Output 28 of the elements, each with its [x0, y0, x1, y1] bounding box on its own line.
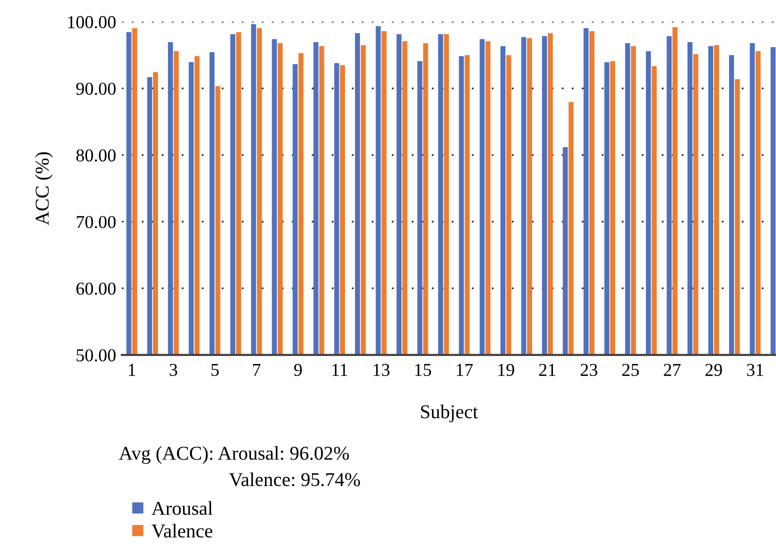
- y-tick-label: 60.00: [76, 282, 116, 295]
- text: Avg (ACC): Arousal: 96.02%: [118, 446, 349, 464]
- x-tick-label: 11: [332, 364, 348, 376]
- x-tick-label: 19: [498, 364, 514, 376]
- x-tick-label: 3: [170, 364, 178, 376]
- x-tick-label: 5: [211, 364, 219, 376]
- x-tick-label: 13: [374, 364, 390, 376]
- x-tick-label: 25: [622, 364, 639, 376]
- x-tick-label: 7: [253, 364, 260, 376]
- x-tick-label: 17: [456, 364, 473, 376]
- x-tick-label: 21: [539, 364, 556, 376]
- x-tick-label: 27: [664, 364, 681, 376]
- x-tick-label: 15: [415, 364, 432, 376]
- x-tick-label: 29: [705, 364, 722, 376]
- x-axis-title: Subject: [421, 404, 478, 422]
- y-axis-title: ACC (%): [35, 152, 53, 226]
- y-tick-label: 100.00: [68, 16, 116, 28]
- text: Valence: 95.74%: [229, 472, 360, 486]
- x-tick-label: 23: [580, 364, 598, 376]
- legend-label: Valence: [152, 524, 212, 538]
- legend-label: Arousal: [152, 501, 213, 515]
- y-tick-label: 50.00: [76, 349, 116, 362]
- x-tick-label: 9: [294, 364, 302, 376]
- x-tick-label: 31: [747, 364, 764, 376]
- y-tick-label: 90.00: [76, 82, 116, 95]
- x-tick-label: 1: [128, 364, 136, 376]
- y-tick-label: 80.00: [76, 149, 116, 162]
- y-tick-label: 70.00: [76, 216, 116, 228]
